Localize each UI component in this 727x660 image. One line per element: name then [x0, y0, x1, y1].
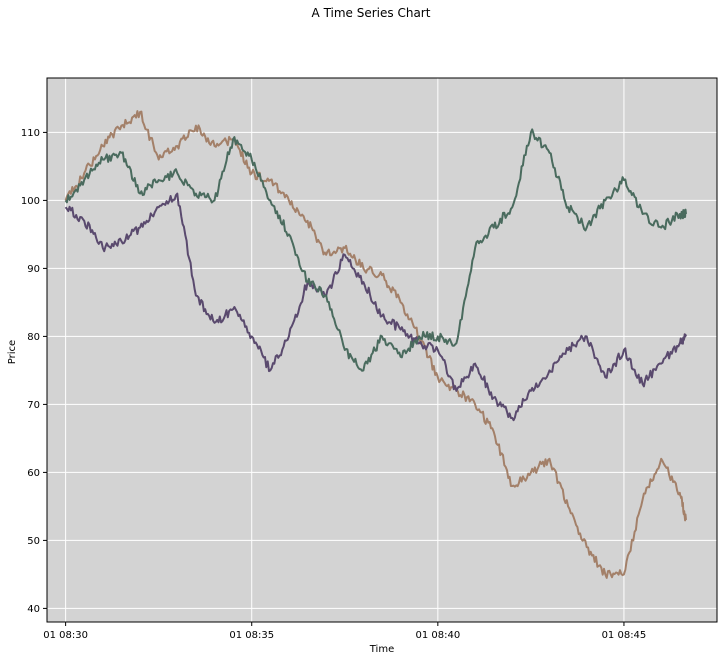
x-axis-label: Time — [369, 644, 394, 655]
series-line-1 — [64, 110, 687, 579]
y-axis: 40 50 60 70 80 90 100 110 — [21, 128, 47, 615]
y-axis-label: Price — [7, 340, 18, 364]
x-tick-label: 01 08:35 — [229, 630, 274, 641]
x-tick-label: 01 08:45 — [602, 630, 647, 641]
series-line-2 — [64, 192, 687, 422]
x-tick-label: 01 08:40 — [415, 630, 460, 641]
y-tick-label: 50 — [27, 536, 40, 547]
series-layer — [64, 110, 687, 579]
y-tick-label: 60 — [27, 468, 40, 479]
series-line-3 — [64, 128, 687, 372]
x-tick-label: 01 08:30 — [43, 630, 88, 641]
y-tick-label: 90 — [27, 264, 40, 275]
y-tick-label: 110 — [21, 128, 40, 139]
y-tick-label: 40 — [27, 604, 40, 615]
y-tick-label: 80 — [27, 332, 40, 343]
y-tick-label: 100 — [21, 196, 40, 207]
y-tick-label: 70 — [27, 400, 40, 411]
plot-area — [47, 78, 717, 622]
chart-title: A Time Series Chart — [312, 6, 431, 20]
plot-frame — [46, 77, 718, 623]
x-axis: 01 08:30 01 08:35 01 08:40 01 08:45 — [43, 622, 646, 641]
